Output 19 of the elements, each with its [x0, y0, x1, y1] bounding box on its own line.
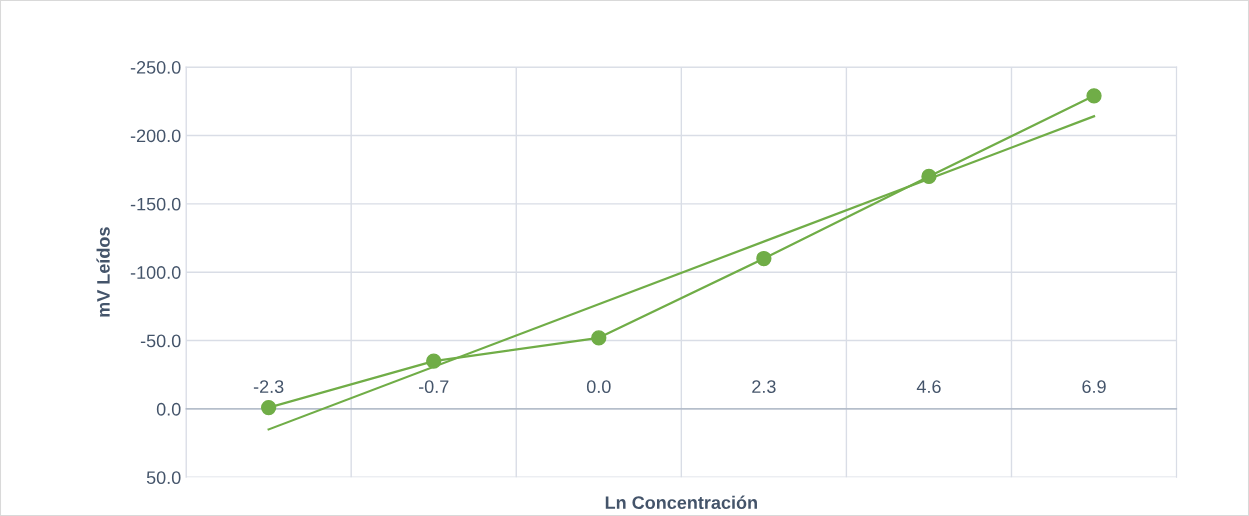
x-tick-label: 0.0: [586, 380, 611, 394]
point: [756, 250, 772, 267]
y-tick-label: -200.0: [130, 129, 181, 143]
y-axis-title: mV Leídos: [96, 227, 110, 317]
y-tick-label: -50.0: [140, 334, 181, 348]
y-tick-label: -150.0: [130, 197, 181, 211]
x-axis-title: Ln Concentración: [605, 495, 757, 510]
point: [260, 399, 277, 416]
x-tick-label: 6.9: [1082, 380, 1106, 394]
x-tick-label: -0.7: [418, 380, 449, 394]
y-tick-label: -250.0: [130, 61, 181, 74]
y-tick-label: -100.0: [130, 266, 181, 279]
x-tick-label: 4.6: [916, 380, 941, 394]
point: [1086, 88, 1102, 104]
point: [591, 330, 607, 346]
y-tick-label: 50.0: [146, 471, 181, 485]
x-tick-label: -2.3: [253, 380, 284, 394]
x-tick-label: 2.3: [752, 380, 776, 394]
y-tick-label: 0.0: [156, 402, 181, 416]
